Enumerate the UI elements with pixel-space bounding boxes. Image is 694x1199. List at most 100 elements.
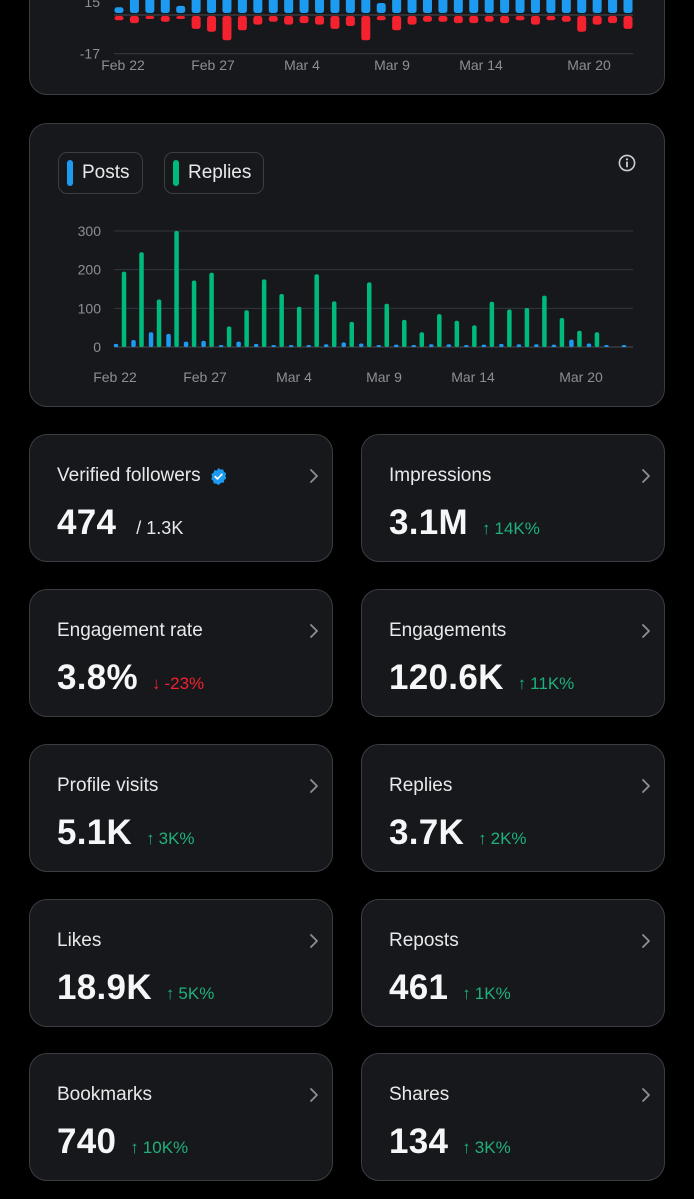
legend-posts-label: Posts <box>82 162 130 183</box>
bar-negative <box>345 16 355 27</box>
arrow-up-icon: ↑ <box>478 829 487 848</box>
stat-value-row: 461 ↑ 1K% <box>389 968 511 1008</box>
stat-delta-value: 1K% <box>474 984 511 1003</box>
bar-negative <box>623 16 633 29</box>
stat-label-text: Shares <box>389 1084 450 1105</box>
x-tick-label: Feb 27 <box>191 57 235 73</box>
chevron-right-icon[interactable] <box>308 778 320 794</box>
stat-label-text: Replies <box>389 775 453 796</box>
x-tick-label: Mar 9 <box>374 57 410 73</box>
stat-delta: ↑ 3K% <box>146 829 194 849</box>
replies-bar <box>226 326 232 347</box>
stat-delta-value: 10K% <box>142 1138 189 1157</box>
replies-bar <box>261 279 267 347</box>
bar-negative <box>453 16 463 24</box>
stat-card-profile-visits[interactable]: Profile visits 5.1K ↑ 3K% <box>29 744 333 872</box>
stat-label-text: Bookmarks <box>57 1084 153 1105</box>
stat-label: Verified followers <box>57 465 228 487</box>
bar-negative <box>222 16 232 41</box>
stat-label: Engagements <box>389 620 506 642</box>
stat-card-engagements[interactable]: Engagements 120.6K ↑ 11K% <box>361 589 665 717</box>
bar-negative <box>608 16 618 24</box>
bar-negative <box>145 16 155 19</box>
bar-positive <box>592 0 602 13</box>
replies-swatch <box>173 160 179 186</box>
stat-value: 474 <box>57 503 117 542</box>
chevron-right-icon[interactable] <box>640 1087 652 1103</box>
stat-card-impressions[interactable]: Impressions 3.1M ↑ 14K% <box>361 434 665 562</box>
stat-value-row: 474 / 1.3K <box>57 503 183 543</box>
bar-positive <box>222 0 232 13</box>
legend-posts-toggle[interactable]: Posts <box>58 152 143 194</box>
legend-replies-toggle[interactable]: Replies <box>164 152 265 194</box>
chevron-right-icon[interactable] <box>308 933 320 949</box>
replies-bar <box>156 299 162 347</box>
stat-card-shares[interactable]: Shares 134 ↑ 3K% <box>361 1053 665 1181</box>
posts-bar <box>394 344 399 347</box>
chevron-right-icon[interactable] <box>640 778 652 794</box>
stat-delta: ↑ 3K% <box>462 1138 510 1158</box>
stat-delta-value: 5K% <box>178 984 215 1003</box>
bar-positive <box>299 0 309 13</box>
replies-bar <box>419 332 425 347</box>
chevron-right-icon[interactable] <box>308 1087 320 1103</box>
stat-card-reposts[interactable]: Reposts 461 ↑ 1K% <box>361 899 665 1027</box>
chevron-right-icon[interactable] <box>640 623 652 639</box>
stat-card-bookmarks[interactable]: Bookmarks 740 ↑ 10K% <box>29 1053 333 1181</box>
bar-positive <box>176 5 186 13</box>
stat-value: 3.7K <box>389 813 465 852</box>
y-tick-label: 300 <box>78 223 102 239</box>
stat-label-text: Engagements <box>389 620 507 641</box>
replies-bar <box>121 271 127 347</box>
replies-bar <box>139 252 144 347</box>
x-tick-label: Mar 4 <box>284 57 320 73</box>
chevron-right-icon[interactable] <box>640 468 652 484</box>
bar-negative <box>577 16 587 32</box>
bar-negative <box>592 16 602 25</box>
replies-bar <box>349 321 354 347</box>
replies-bar <box>594 332 600 347</box>
stat-card-replies[interactable]: Replies 3.7K ↑ 2K% <box>361 744 665 872</box>
bar-positive <box>129 0 139 13</box>
stat-total: / 1.3K <box>136 518 184 538</box>
arrow-up-icon: ↑ <box>146 829 155 848</box>
posts-bar <box>569 339 574 347</box>
stat-delta: ↓ -23% <box>152 674 204 694</box>
chevron-right-icon[interactable] <box>308 468 320 484</box>
bar-negative <box>469 16 479 24</box>
stat-card-verified-followers[interactable]: Verified followers 474 / 1.3K <box>29 434 333 562</box>
bar-negative <box>392 16 402 31</box>
stat-value: 5.1K <box>57 813 133 852</box>
stat-value-row: 120.6K ↑ 11K% <box>389 658 574 698</box>
bar-positive <box>407 0 417 13</box>
bar-positive <box>422 0 432 13</box>
posts-bar <box>621 345 627 347</box>
posts-bar <box>411 345 417 347</box>
bar-positive <box>392 0 402 13</box>
stat-label-text: Reposts <box>389 930 459 951</box>
bar-positive <box>207 0 217 13</box>
posts-bar <box>253 343 259 347</box>
x-tick-label: Feb 22 <box>101 57 145 73</box>
stat-value-row: 740 ↑ 10K% <box>57 1122 188 1162</box>
bar-positive <box>145 0 155 13</box>
bar-negative <box>160 16 170 22</box>
bar-negative <box>114 16 124 21</box>
posts-replies-chart-card: Posts Replies 300 200 100 0 Feb 22 Feb 27 Mar … <box>29 123 665 407</box>
stat-card-likes[interactable]: Likes 18.9K ↑ 5K% <box>29 899 333 1027</box>
replies-bar <box>402 319 407 347</box>
posts-swatch <box>67 160 73 186</box>
chevron-right-icon[interactable] <box>308 623 320 639</box>
posts-bar <box>446 344 452 347</box>
arrow-up-icon: ↑ <box>165 984 175 1003</box>
chevron-right-icon[interactable] <box>640 933 652 949</box>
bar-negative <box>299 16 309 24</box>
stat-value-row: 134 ↑ 3K% <box>389 1122 511 1162</box>
replies-bar <box>174 231 179 347</box>
stat-value: 740 <box>57 1122 117 1161</box>
posts-bar <box>131 340 136 347</box>
replies-bar <box>472 325 477 347</box>
posts-bar <box>201 340 206 347</box>
info-icon[interactable] <box>618 154 636 172</box>
stat-card-engagement-rate[interactable]: Engagement rate 3.8% ↓ -23% <box>29 589 333 717</box>
